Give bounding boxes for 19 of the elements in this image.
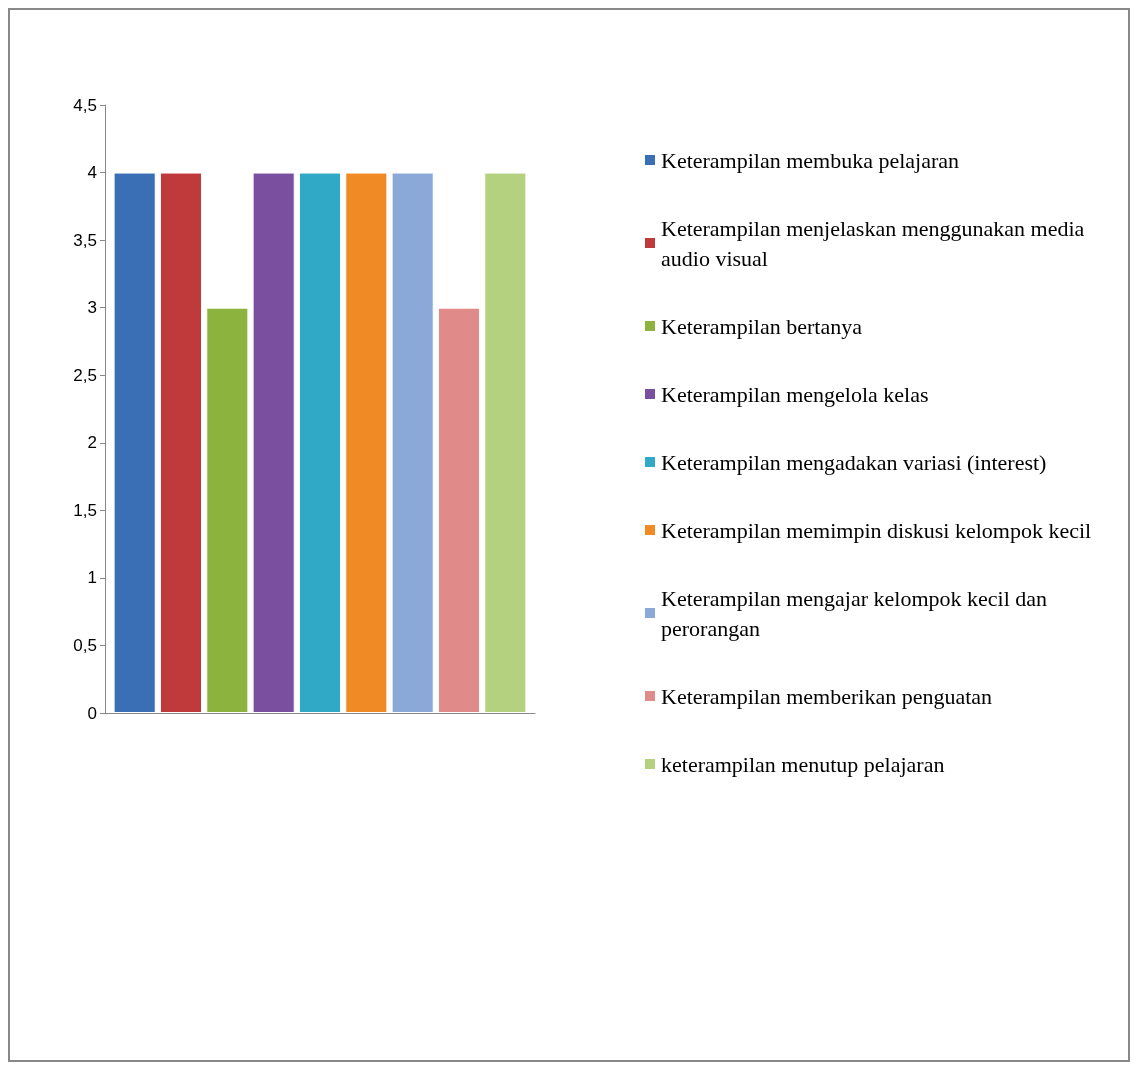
legend-label: keterampilan menutup pelajaran xyxy=(661,751,945,777)
legend-label: Keterampilan menjelaskan menggunakan media audio visual xyxy=(661,215,1090,271)
legend-label: Keterampilan mengelola kelas xyxy=(661,381,929,407)
legend-label: Keterampilan memberikan penguatan xyxy=(661,683,993,709)
legend-label: Keterampilan membuka pelajaran xyxy=(661,147,960,173)
y-tick-label: 1,5 xyxy=(73,500,97,520)
y-tick-label: 0 xyxy=(87,703,97,723)
y-tick-label: 4 xyxy=(87,163,97,183)
y-tick-label: 0,5 xyxy=(73,635,97,655)
legend-label: Keterampilan bertanya xyxy=(661,313,863,339)
legend-label: Keterampilan mengajar kelompok kecil dan perorangan xyxy=(661,585,1053,641)
legend-label: Keterampilan memimpin diskusi kelompok kecil xyxy=(661,517,1092,543)
y-tick-label: 2,5 xyxy=(73,365,97,385)
y-tick-label: 1 xyxy=(87,568,97,588)
y-tick-label: 4,5 xyxy=(73,95,97,115)
y-tick-label: 3 xyxy=(87,298,97,318)
y-tick-label: 3,5 xyxy=(73,230,97,250)
legend-label: Keterampilan mengadakan variasi (interest) xyxy=(661,449,1047,475)
y-tick-label: 2 xyxy=(87,433,97,453)
